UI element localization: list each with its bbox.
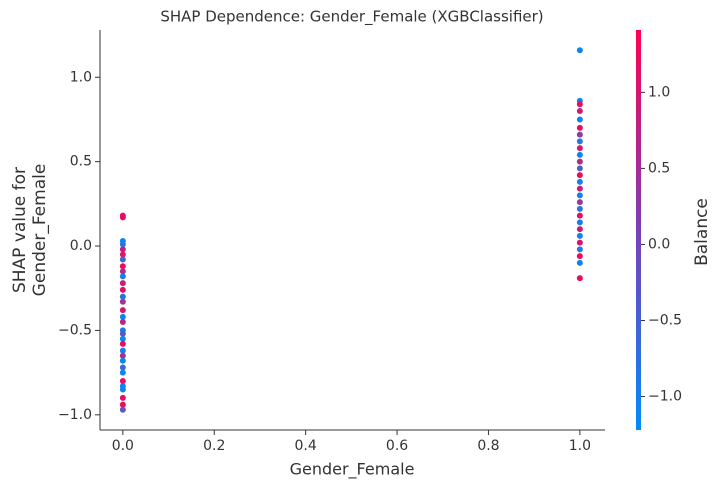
y-tick-label: 0.0 [70,238,92,254]
scatter-point [576,185,583,192]
scatter-point [119,357,126,364]
scatter-point [119,214,126,221]
x-tick-label: 1.0 [569,438,591,454]
scatter-point [576,178,583,185]
scatter-point [576,165,583,172]
y-tick-label: 1.0 [70,69,92,85]
scatter-point [119,394,126,401]
scatter-point [119,246,126,253]
scatter-point [119,313,126,320]
scatter-point [576,101,583,108]
colorbar-tick-label: 0.5 [648,160,670,176]
colorbar-label: Balance [692,198,712,266]
scatter-point [119,401,126,408]
y-axis-label: SHAP value for [10,167,30,293]
scatter-point [119,318,126,325]
y-tick-label: 0.5 [70,154,92,170]
scatter-point [576,246,583,253]
scatter-point [119,378,126,385]
scatter-point [119,286,126,293]
scatter-point [119,369,126,376]
scatter-point [576,124,583,131]
scatter-point [119,330,126,337]
y-axis-label: Gender_Female [30,164,50,297]
scatter-point [119,256,126,263]
scatter-point [576,47,583,54]
colorbar-tick-label: 1.0 [648,84,670,100]
x-tick-label: 0.4 [295,438,317,454]
scatter-point [119,263,126,270]
scatter-point [119,347,126,354]
scatter-point [576,239,583,246]
x-tick-label: 0.8 [477,438,499,454]
scatter-point [576,212,583,219]
colorbar-tick-label: 0.0 [648,236,670,252]
scatter-point [119,352,126,359]
scatter-point [119,386,126,393]
scatter-point [576,116,583,123]
scatter-point [576,205,583,212]
scatter-point [119,307,126,314]
scatter-point [576,226,583,233]
scatter-point [119,280,126,287]
x-tick-label: 0.0 [112,438,134,454]
y-tick-label: −0.5 [58,322,92,338]
scatter-point [119,273,126,280]
scatter-point [576,232,583,239]
scatter-point [576,172,583,179]
x-axis-label: Gender_Female [290,460,415,480]
scatter-point [576,199,583,206]
scatter-point [119,406,126,413]
scatter-point [119,241,126,248]
scatter-point [576,138,583,145]
scatter-point [576,158,583,165]
chart-title: SHAP Dependence: Gender_Female (XGBClass… [160,8,543,27]
colorbar-tick-label: −0.5 [648,312,682,328]
scatter-point [576,275,583,282]
colorbar-tick-label: −1.0 [648,389,682,405]
scatter-point [576,145,583,152]
colorbar [636,30,641,430]
x-tick-label: 0.6 [386,438,408,454]
scatter-point [119,364,126,371]
scatter-point [119,340,126,347]
scatter-point [576,131,583,138]
scatter-point [576,253,583,260]
scatter-point [119,293,126,300]
scatter-point [576,108,583,115]
scatter-point [119,251,126,258]
y-tick-label: −1.0 [58,407,92,423]
scatter-point [576,259,583,266]
scatter-point [119,298,126,305]
scatter-point [119,268,126,275]
scatter-point [576,151,583,158]
x-tick-label: 0.2 [203,438,225,454]
scatter-point [119,335,126,342]
scatter-point [576,219,583,226]
scatter-point [576,192,583,199]
